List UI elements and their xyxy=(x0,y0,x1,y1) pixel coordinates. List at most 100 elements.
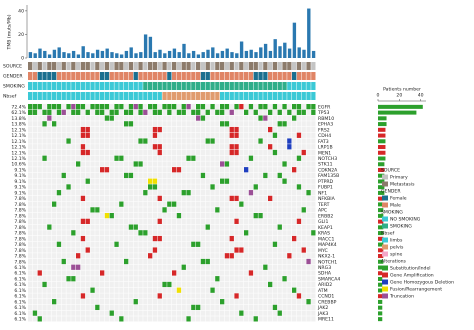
empty-cell xyxy=(306,172,311,179)
empty-cell xyxy=(109,138,114,144)
tmb-bar xyxy=(67,53,71,58)
empty-cell xyxy=(71,247,76,253)
empty-cell xyxy=(52,132,57,138)
track-cell xyxy=(287,62,292,70)
empty-cell xyxy=(253,287,258,293)
empty-cell xyxy=(181,258,186,265)
empty-cell xyxy=(224,144,230,150)
empty-cell xyxy=(258,109,263,115)
alteration-cell xyxy=(292,104,297,110)
empty-cell xyxy=(32,235,38,242)
empty-cell xyxy=(138,310,143,316)
empty-cell xyxy=(296,304,302,311)
alteration-cell xyxy=(128,121,134,127)
empty-cell xyxy=(268,253,273,259)
empty-cell xyxy=(162,161,167,167)
alteration-cell xyxy=(224,121,230,127)
empty-cell xyxy=(167,195,172,202)
empty-cell xyxy=(287,310,292,316)
legend-title: Nbsef xyxy=(381,231,395,237)
alteration-cell xyxy=(28,109,33,115)
empty-cell xyxy=(95,281,100,288)
empty-cell xyxy=(272,218,278,224)
empty-cell xyxy=(258,144,263,150)
empty-cell xyxy=(119,138,124,144)
empty-cell xyxy=(239,167,244,173)
alteration-cell xyxy=(157,109,162,115)
track-cell xyxy=(220,72,225,80)
empty-cell xyxy=(172,115,177,121)
empty-cell xyxy=(181,155,186,161)
empty-cell xyxy=(306,115,311,121)
empty-cell xyxy=(162,190,167,196)
empty-cell xyxy=(162,258,167,265)
empty-cell xyxy=(186,293,191,299)
empty-cell xyxy=(282,115,287,121)
alteration-cell xyxy=(37,316,42,322)
empty-cell xyxy=(239,276,244,282)
empty-cell xyxy=(90,235,95,242)
empty-cell xyxy=(200,167,206,173)
empty-cell xyxy=(215,293,220,299)
empty-cell xyxy=(229,104,234,110)
empty-cell xyxy=(47,190,52,196)
empty-cell xyxy=(124,276,129,282)
track-cell xyxy=(176,62,182,70)
x-tick-label: 20 xyxy=(396,93,402,99)
empty-cell xyxy=(148,172,153,179)
tmb-bar xyxy=(278,46,282,58)
track-cell xyxy=(253,62,258,70)
empty-cell xyxy=(282,172,287,179)
empty-cell xyxy=(80,155,86,161)
empty-cell xyxy=(229,304,234,311)
empty-cell xyxy=(176,115,182,121)
alteration-cell xyxy=(85,247,90,253)
empty-cell xyxy=(119,161,124,167)
empty-cell xyxy=(109,126,114,133)
alteration-cell xyxy=(148,178,153,184)
empty-cell xyxy=(61,218,66,224)
empty-cell xyxy=(272,178,278,184)
empty-cell xyxy=(143,126,148,133)
empty-cell xyxy=(311,287,316,293)
empty-cell xyxy=(76,316,81,322)
track-cell xyxy=(244,82,249,90)
empty-cell xyxy=(80,316,86,322)
empty-cell xyxy=(210,109,215,115)
empty-cell xyxy=(263,109,268,115)
empty-cell xyxy=(66,213,71,219)
empty-cell xyxy=(162,316,167,322)
patients-bar xyxy=(378,311,383,316)
empty-cell xyxy=(143,264,148,270)
empty-cell xyxy=(80,270,86,276)
empty-cell xyxy=(172,161,177,167)
empty-cell xyxy=(239,270,244,276)
track-cell xyxy=(306,82,311,90)
empty-cell xyxy=(191,316,196,322)
empty-cell xyxy=(114,230,119,236)
empty-cell xyxy=(114,178,119,184)
empty-cell xyxy=(287,161,292,167)
patients-bar xyxy=(378,122,387,127)
empty-cell xyxy=(138,115,143,121)
empty-cell xyxy=(220,270,225,276)
empty-cell xyxy=(143,184,148,190)
empty-cell xyxy=(119,293,124,299)
alteration-cell xyxy=(301,247,306,253)
empty-cell xyxy=(148,276,153,282)
empty-cell xyxy=(181,253,186,259)
legend-label: spine xyxy=(390,252,402,258)
alteration-cell xyxy=(124,121,129,127)
empty-cell xyxy=(248,132,254,138)
empty-cell xyxy=(124,213,129,219)
track-cell xyxy=(32,82,38,90)
empty-cell xyxy=(191,213,196,219)
empty-cell xyxy=(292,258,297,265)
empty-cell xyxy=(61,247,66,253)
track-cell xyxy=(80,72,86,80)
empty-cell xyxy=(76,195,81,202)
empty-cell xyxy=(205,115,210,121)
empty-cell xyxy=(263,304,268,311)
empty-cell xyxy=(152,241,158,247)
empty-cell xyxy=(311,178,316,184)
